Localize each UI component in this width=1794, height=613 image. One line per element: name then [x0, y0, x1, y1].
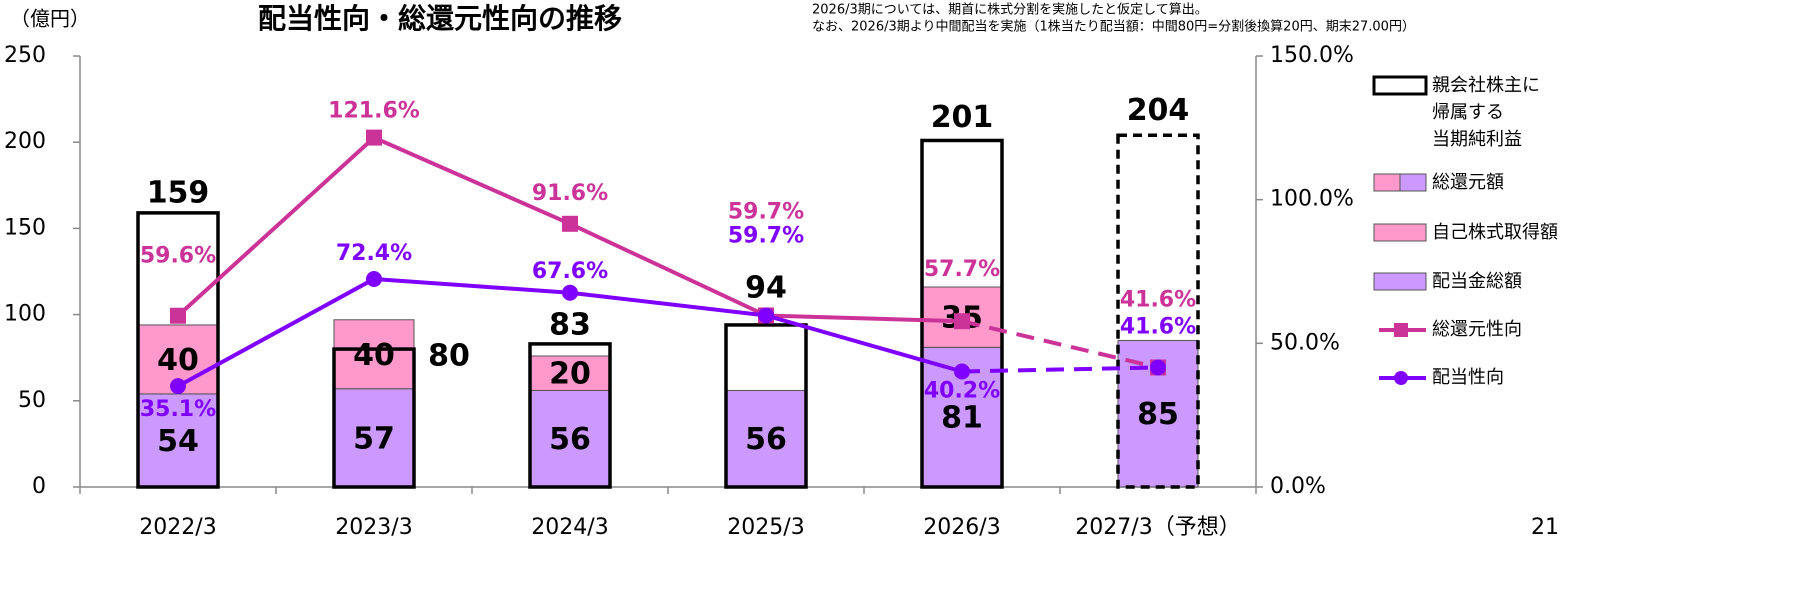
- line-label: 57.7%: [924, 257, 1000, 282]
- bar-segment: [529, 389, 611, 488]
- line-label: 35.1%: [140, 397, 216, 422]
- bar-segment: [333, 388, 415, 488]
- bar-label: 20: [549, 357, 591, 392]
- note: 2026/3期については、期首に株式分割を実施したと仮定して算出。: [812, 2, 1208, 18]
- y-tick-label: 50: [18, 388, 46, 413]
- bar-label: 54: [157, 424, 199, 459]
- bar-total-label: 83: [549, 307, 591, 342]
- line-marker: [170, 307, 186, 324]
- bar-total-label: 159: [147, 175, 210, 210]
- y-tick-label: 250: [4, 43, 46, 68]
- bar-total-label: 201: [931, 100, 994, 135]
- line-marker: [170, 378, 186, 395]
- line-label: 72.4%: [336, 241, 412, 266]
- bar-total-label: 204: [1127, 93, 1190, 128]
- chart-title: 配当性向・総還元性向の推移: [258, 2, 622, 35]
- legend-swatch: [1372, 75, 1428, 96]
- bar-label: 57: [353, 421, 395, 456]
- line-label: 41.6%: [1120, 314, 1196, 339]
- line-marker: [954, 363, 970, 380]
- bar-label: 40: [353, 338, 395, 373]
- legend-swatch: [1399, 173, 1427, 192]
- line-marker: [562, 215, 578, 232]
- line: [961, 365, 1159, 374]
- line-marker: [1150, 359, 1166, 376]
- page-number: 21: [1531, 515, 1559, 540]
- x-tick-label: 2025/3: [727, 515, 804, 540]
- bar-label: 56: [549, 422, 591, 457]
- bar-total-label: 94: [745, 270, 787, 305]
- line-label: 59.6%: [140, 244, 216, 269]
- x-tick-label: 2022/3: [139, 515, 216, 540]
- line-marker: [562, 284, 578, 301]
- bar-outline: [528, 342, 612, 489]
- bar-label: 81: [941, 401, 983, 436]
- bar-label: 40: [157, 343, 199, 378]
- bar-outline: [136, 211, 220, 489]
- y-tick-label: 200: [4, 129, 46, 154]
- line-label: 59.7%: [728, 223, 804, 248]
- bar-outline: [724, 323, 808, 489]
- line-label: 121.6%: [328, 99, 420, 124]
- bar-total-label: 80: [428, 339, 470, 374]
- bar-outline: [332, 347, 416, 489]
- legend-label: 総還元額: [1432, 172, 1504, 193]
- x-tick-label: 2023/3: [335, 515, 412, 540]
- bar-label: 85: [1137, 397, 1179, 432]
- bar-label: 56: [745, 422, 787, 457]
- line-label: 91.6%: [532, 181, 608, 206]
- legend-marker: [1394, 371, 1408, 385]
- x-tick-label: 2024/3: [531, 515, 608, 540]
- line-label: 41.6%: [1120, 287, 1196, 312]
- y-tick-label: 150: [4, 215, 46, 240]
- y-tick-label: 100: [4, 302, 46, 327]
- legend-marker: [1394, 323, 1408, 337]
- line-label: 40.2%: [924, 378, 1000, 403]
- y-axis-label: （億円）: [10, 7, 90, 31]
- y-tick-label: 0: [32, 474, 46, 499]
- bar-segment: [137, 393, 219, 488]
- bar-outline: [920, 138, 1004, 489]
- bar-outline: [1116, 133, 1200, 489]
- legend-swatch: [1373, 272, 1427, 291]
- legend-swatch: [1373, 223, 1427, 242]
- legend-label: 自己株式取得額: [1432, 222, 1558, 243]
- legend-swatch: [1373, 173, 1401, 192]
- line: [961, 319, 1159, 370]
- legend-label: 親会社株主に 帰属する 当期純利益: [1432, 75, 1540, 150]
- line-marker: [954, 313, 970, 330]
- y2-tick-label: 50.0%: [1270, 330, 1340, 355]
- line-label: 67.6%: [532, 259, 608, 284]
- line-label: 59.7%: [728, 199, 804, 224]
- x-tick-label: 2026/3: [923, 515, 1000, 540]
- y2-tick-label: 150.0%: [1270, 43, 1354, 68]
- legend-label: 総還元性向: [1432, 319, 1522, 340]
- legend-label: 配当性向: [1432, 367, 1504, 388]
- line-marker: [366, 129, 382, 146]
- legend-label: 配当金総額: [1432, 271, 1522, 292]
- line-marker: [366, 270, 382, 287]
- y2-tick-label: 100.0%: [1270, 187, 1354, 212]
- note: なお、2026/3期より中間配当を実施（1株当たり配当額：中間80円=分割後換算…: [812, 19, 1415, 35]
- line-marker: [758, 307, 774, 324]
- x-tick-label: 2027/3（予想）: [1075, 515, 1240, 540]
- y2-tick-label: 0.0%: [1270, 474, 1326, 499]
